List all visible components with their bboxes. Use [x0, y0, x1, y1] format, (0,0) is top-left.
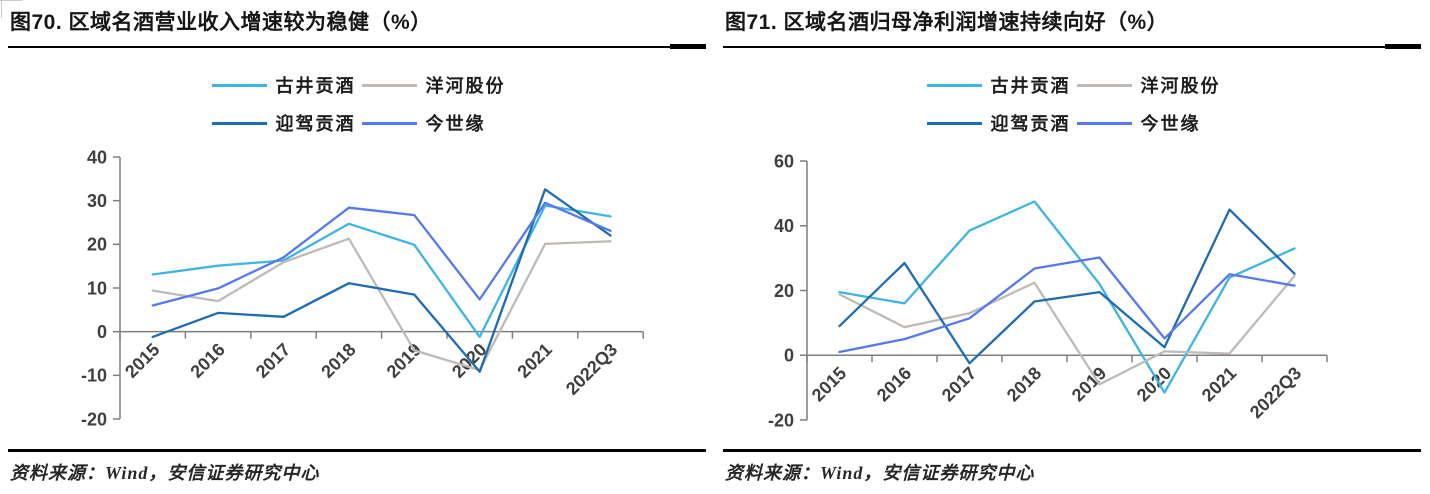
x-tick-label: 2015: [121, 339, 163, 381]
legend-line-swatch-icon: [361, 83, 417, 87]
x-tick-label: 2015: [808, 363, 850, 405]
series-line-0: [838, 200, 1296, 394]
x-tick-label: 2022Q3: [1246, 363, 1305, 422]
y-tick-label: 30: [87, 191, 107, 211]
title-underline-end-bar: [1385, 44, 1421, 49]
legend-row: 迎驾贡酒 今世缘: [926, 108, 1227, 138]
legend-label: 洋河股份: [425, 76, 506, 96]
chart-legend: 古井贡酒 洋河股份迎驾贡酒 今世缘: [8, 70, 715, 138]
figure-70: 图70. 区域名酒营业收入增速较为稳健（%） 古井贡酒 洋河股份迎驾贡酒 今世缘 4…: [8, 6, 715, 488]
x-tick-label: 2019: [383, 339, 425, 381]
legend-item: 古井贡酒: [926, 70, 1077, 100]
x-tick-label: 2021: [1198, 363, 1240, 405]
page-corner-border-vertical: [1, 0, 2, 18]
y-tick-label: 20: [774, 281, 794, 301]
page-corner-border: [0, 0, 22, 1]
legend-label: 今世缘: [425, 114, 486, 134]
legend-line-swatch-icon: [926, 121, 982, 125]
legend-item: 迎驾贡酒: [926, 108, 1077, 138]
y-tick-label: -20: [81, 409, 107, 429]
chart-legend: 古井贡酒 洋河股份迎驾贡酒 今世缘: [723, 70, 1430, 138]
source-divider: [723, 449, 1421, 452]
x-tick-label: 2016: [186, 339, 228, 381]
legend-label: 今世缘: [1140, 114, 1201, 134]
x-tick-label: 2016: [873, 363, 915, 405]
legend-line-swatch-icon: [361, 121, 417, 125]
legend-row: 古井贡酒 洋河股份: [211, 70, 512, 100]
series-line-3: [838, 256, 1296, 354]
x-tick-label: 2017: [938, 363, 980, 405]
figure-title: 图70. 区域名酒营业收入增速较为稳健（%）: [10, 11, 432, 34]
x-tick-label: 2022Q3: [562, 339, 621, 398]
y-tick-label: 20: [87, 235, 107, 255]
series-line-0: [151, 204, 612, 339]
x-tick-label: 2017: [252, 339, 294, 381]
source-note: 资料来源：Wind，安信证券研究中心: [10, 463, 320, 483]
legend-item: 今世缘: [1076, 108, 1227, 138]
series-line-1: [838, 274, 1296, 386]
legend-line-swatch-icon: [926, 83, 982, 87]
legend-item: 古井贡酒: [211, 70, 362, 100]
legend-line-swatch-icon: [1076, 121, 1132, 125]
x-tick-label: 2018: [317, 339, 359, 381]
x-tick-label: 2021: [513, 339, 555, 381]
y-tick-label: 0: [784, 346, 794, 366]
source-divider: [8, 449, 706, 452]
source-note: 资料来源：Wind，安信证券研究中心: [725, 463, 1035, 483]
legend-row: 迎驾贡酒 今世缘: [211, 108, 512, 138]
y-tick-label: 60: [774, 151, 794, 171]
y-tick-label: 40: [774, 216, 794, 236]
series-line-3: [151, 201, 612, 307]
legend-line-swatch-icon: [211, 121, 267, 125]
legend-label: 迎驾贡酒: [990, 114, 1071, 134]
legend-item: 今世缘: [361, 108, 512, 138]
figure-71: 图71. 区域名酒归母净利润增速持续向好（%） 古井贡酒 洋河股份 迎驾贡酒 今世缘 …: [723, 6, 1430, 488]
series-line-1: [151, 237, 612, 372]
series-line-2: [838, 208, 1296, 365]
legend-line-swatch-icon: [211, 83, 267, 87]
legend-label: 迎驾贡酒: [275, 114, 356, 134]
y-tick-label: -10: [81, 366, 107, 386]
legend-row: 古井贡酒 洋河股份: [926, 70, 1227, 100]
legend-item: 迎驾贡酒: [211, 108, 362, 138]
legend-label: 古井贡酒: [275, 76, 356, 96]
title-underline: [723, 44, 1421, 49]
x-tick-label: 2018: [1003, 363, 1045, 405]
title-underline: [8, 44, 706, 49]
title-underline-end-bar: [670, 44, 706, 49]
y-tick-label: -20: [768, 410, 794, 430]
legend-label: 洋河股份: [1140, 76, 1221, 96]
y-tick-label: 40: [87, 147, 107, 167]
legend-item: 洋河股份: [1076, 70, 1227, 100]
figure-title: 图71. 区域名酒归母净利润增速持续向好（%）: [725, 11, 1169, 34]
y-tick-label: 0: [97, 322, 107, 342]
legend-item: 洋河股份: [361, 70, 512, 100]
y-tick-label: 10: [87, 278, 107, 298]
legend-line-swatch-icon: [1076, 83, 1132, 87]
legend-label: 古井贡酒: [990, 76, 1071, 96]
